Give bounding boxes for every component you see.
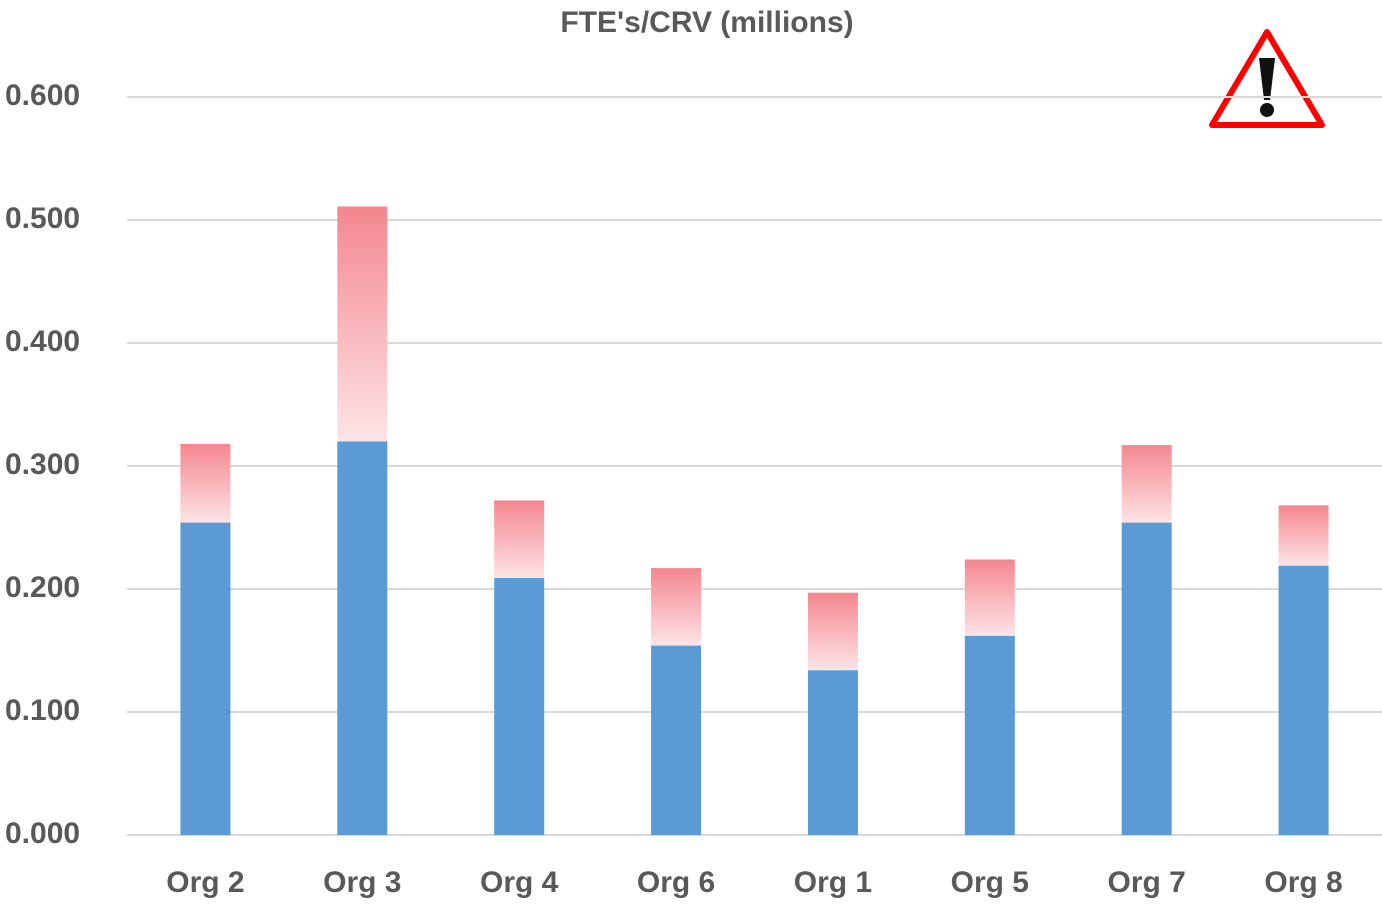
y-tick-label: 0.400 — [5, 325, 80, 358]
y-tick-label: 0.300 — [5, 448, 80, 481]
bar-segment — [651, 568, 702, 646]
x-tick-label: Org 6 — [637, 866, 715, 899]
x-tick-label: Org 4 — [480, 866, 559, 899]
bar-segment — [1121, 522, 1172, 835]
bar-segment — [180, 443, 231, 523]
chart-title: FTE's/CRV (millions) — [560, 6, 853, 39]
bar-segment — [1278, 565, 1329, 835]
x-tick-label: Org 2 — [166, 866, 244, 899]
bar-segment — [494, 577, 545, 835]
bar-segment — [964, 635, 1015, 835]
bar-segment — [337, 206, 388, 442]
x-tick-label: Org 5 — [951, 866, 1029, 899]
bar-segment — [651, 645, 702, 835]
bar-segment — [494, 500, 545, 578]
bar-segment — [807, 670, 858, 835]
x-tick-label: Org 3 — [323, 866, 401, 899]
y-tick-label: 0.000 — [5, 817, 80, 850]
bar-segment — [337, 441, 388, 835]
bar-segment — [964, 559, 1015, 636]
x-tick-label: Org 1 — [794, 866, 872, 899]
bar-segment — [180, 522, 231, 835]
y-tick-label: 0.100 — [5, 694, 80, 727]
x-tick-label: Org 8 — [1264, 866, 1342, 899]
y-tick-label: 0.600 — [5, 79, 80, 112]
y-tick-label: 0.500 — [5, 202, 80, 235]
y-tick-label: 0.200 — [5, 571, 80, 604]
bar-segment — [807, 592, 858, 671]
bar-segment — [1278, 505, 1329, 566]
x-tick-label: Org 7 — [1108, 866, 1186, 899]
warning-icon — [1209, 29, 1325, 128]
bar-segment — [1121, 445, 1172, 523]
